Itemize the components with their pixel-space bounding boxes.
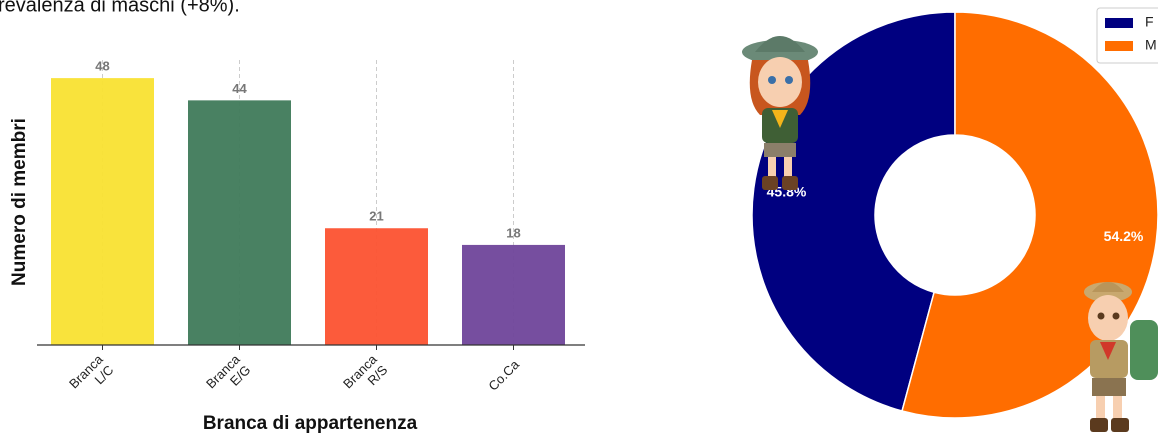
y-axis-label: Numero di membri <box>9 118 30 286</box>
value-label: 18 <box>506 225 520 240</box>
bar <box>188 100 291 345</box>
bar <box>325 228 428 345</box>
x-tick-label: BrancaL/C <box>66 351 117 402</box>
legend-label: M <box>1145 37 1157 53</box>
legend-swatch <box>1105 18 1133 28</box>
legend: FM <box>1096 7 1158 64</box>
header-text: revalenza di maschi (+8%). <box>0 0 240 16</box>
x-tick-label: BrancaE/G <box>203 351 254 402</box>
value-label: 44 <box>232 81 247 96</box>
girl-scout-illustration <box>742 36 818 190</box>
x-axis-label: Branca di appartenenza <box>203 413 418 434</box>
bar <box>51 78 154 346</box>
x-tick-label: Co.Ca <box>485 356 522 393</box>
legend-label: F <box>1145 14 1154 30</box>
legend-swatch <box>1105 41 1133 51</box>
boy-scout-illustration <box>1084 282 1158 432</box>
value-label: 48 <box>95 59 109 74</box>
x-tick-label: BrancaR/S <box>340 351 391 402</box>
bar-chart: 48 BrancaL/C 44 BrancaE/G 21 BrancaR/S 18 Co.Ca… <box>9 59 585 434</box>
value-label: 21 <box>369 209 383 224</box>
bar <box>462 244 565 345</box>
slice-label: 54.2% <box>1104 228 1144 244</box>
